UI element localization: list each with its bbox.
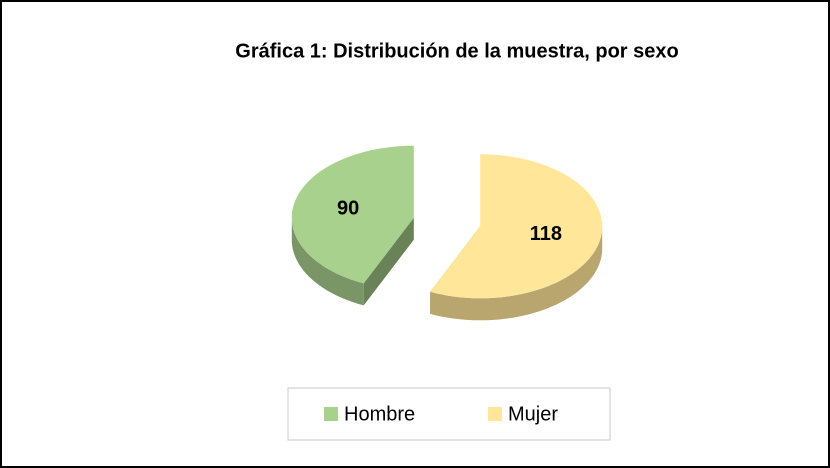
slice-side: [291, 217, 364, 306]
slice-side: [430, 226, 603, 321]
chart-title: Gráfica 1: Distribución de la muestra, p…: [235, 40, 678, 62]
legend-label: Mujer: [508, 403, 558, 425]
legend-swatch: [488, 407, 502, 421]
slice-cut-face: [363, 217, 414, 306]
pie: 90 118: [291, 145, 603, 321]
legend-box: [287, 387, 611, 441]
legend: Hombre Mujer: [324, 403, 558, 425]
slice: [430, 154, 603, 299]
data-label: 90: [337, 198, 359, 220]
legend-swatch: [324, 407, 338, 421]
data-label: 118: [530, 223, 562, 245]
slice: [291, 145, 414, 284]
legend-label: Hombre: [344, 403, 415, 425]
